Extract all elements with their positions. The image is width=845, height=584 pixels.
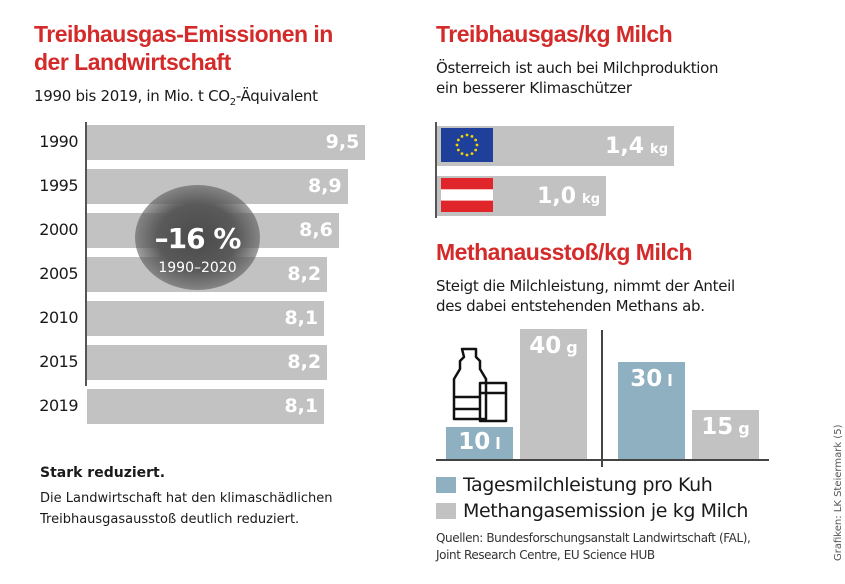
eu-star	[465, 133, 469, 137]
bar-value-label: 8,6	[299, 219, 333, 241]
credit: Grafiken: LK Steiermark (5)	[833, 424, 844, 561]
year-label: 1990	[39, 132, 78, 151]
eu-flag-icon	[441, 128, 493, 162]
chart-subtitle-ghg-per-kg: Österreich ist auch bei Milchproduktion e…	[436, 59, 719, 97]
bar-value-label: 8,1	[284, 395, 319, 417]
unit: l	[667, 370, 673, 390]
bar-value-label: 10 l	[446, 429, 513, 455]
bar: 9,5	[87, 125, 366, 160]
bar-value-label: 8,2	[287, 263, 322, 285]
value: 30	[630, 365, 663, 392]
cloud-icon	[135, 185, 260, 290]
bar-value-label: 1,0 kg	[537, 184, 600, 209]
chart-subtitle-emissions: 1990 bis 2019, in Mio. t CO2-Äquivalent	[34, 87, 318, 108]
bar-value-label: 15 g	[692, 414, 759, 440]
unit: kg	[650, 142, 668, 157]
unit: g	[566, 338, 578, 357]
group-divider	[601, 330, 603, 467]
year-label: 2000	[39, 220, 78, 239]
eu-star	[470, 152, 474, 156]
unit: kg	[582, 192, 600, 207]
eu-star	[460, 152, 464, 156]
eu-star	[475, 143, 479, 147]
reduction-period: 1990–2020	[158, 260, 237, 276]
bar: 40 g	[520, 329, 587, 459]
bar-value-label: 8,9	[307, 175, 342, 197]
legend-swatch-methane	[436, 503, 456, 519]
eu-star	[456, 148, 460, 152]
sources: Quellen: Bundesforschungsanstalt Landwir…	[436, 531, 751, 562]
year-label: 2010	[39, 308, 78, 327]
legend-swatch-milk	[436, 477, 456, 493]
eu-star	[460, 134, 464, 138]
note-heading: Stark reduziert.	[40, 465, 166, 481]
eu-star	[470, 134, 474, 138]
chart-title-methane: Methanausstoß/kg Milch	[436, 239, 693, 265]
bar-value-label: 9,5	[325, 131, 360, 153]
eu-star	[474, 148, 478, 152]
bar-value-label: 40 g	[520, 333, 587, 359]
bar-value-label: 30 l	[618, 366, 685, 392]
unit: l	[495, 433, 501, 453]
bar: 15 g	[692, 410, 759, 459]
bar: 8,2	[87, 345, 328, 380]
bar-value-label: 1,4 kg	[605, 134, 668, 159]
value: 1,4	[605, 134, 645, 159]
value: 1,0	[537, 184, 577, 209]
milk-bottle-glass-icon	[452, 347, 508, 423]
bar: 8,1	[87, 301, 325, 336]
chart-subtitle-methane: Steigt die Milchleistung, nimmt der Ante…	[436, 277, 735, 315]
y-axis-line	[435, 122, 437, 218]
reduction-value: –16 %	[154, 222, 242, 255]
bar: 10 l	[446, 426, 513, 459]
legend-label-milk: Tagesmilchleistung pro Kuh	[463, 474, 713, 496]
chart-title-ghg-per-kg: Treibhausgas/kg Milch	[436, 21, 673, 47]
year-label: 2005	[39, 264, 78, 283]
austria-flag-icon	[441, 178, 493, 212]
bar-value-label: 8,2	[287, 351, 322, 373]
bar: 30 l	[618, 361, 685, 459]
year-label: 2015	[39, 352, 78, 371]
year-label: 2019	[39, 396, 78, 415]
eu-star	[474, 138, 478, 142]
note-text: Die Landwirtschaft hat den klimaschädlic…	[40, 491, 333, 527]
unit: g	[738, 419, 750, 439]
year-label: 1995	[39, 176, 78, 195]
legend-label-methane: Methangasemission je kg Milch	[463, 500, 749, 522]
value: 15	[701, 414, 734, 441]
y-axis-line	[85, 122, 87, 386]
value: 10	[458, 428, 491, 455]
chart-title-emissions: Treibhausgas-Emissionen in der Landwirts…	[34, 21, 333, 75]
eu-star	[455, 143, 459, 147]
bar-value-label: 8,1	[284, 307, 319, 329]
bar: 8,1	[87, 389, 325, 424]
eu-star	[456, 138, 460, 142]
eu-star	[465, 153, 469, 157]
value: 40	[529, 333, 562, 359]
